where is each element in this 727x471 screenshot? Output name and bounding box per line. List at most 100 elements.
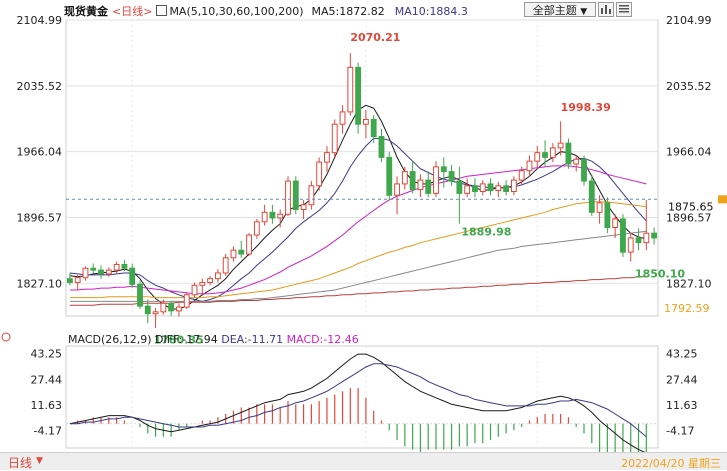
macd-y-tick-right: 43.25 [666,348,698,361]
candle-up [152,311,159,315]
candle-up [401,171,408,185]
candle-down [425,179,432,194]
dea-value: DEA:-11.71 [221,333,284,346]
period-tab-arrow-icon[interactable]: ▼ [36,456,43,466]
candle-up [518,170,525,181]
candle-down [137,283,143,307]
candle-up [573,158,580,165]
candle-up [246,234,252,255]
candle-up [277,213,284,219]
candle-up [230,249,237,259]
candle-up [394,183,400,196]
candle-up [176,306,182,312]
y-tick-label-left: 1827.10 [17,277,63,290]
y-tick-label-left: 1966.04 [17,146,63,159]
candle-up [316,161,323,187]
macd-y-tick-right: 11.63 [666,399,698,412]
candle-up [105,269,112,275]
candle-down [292,180,299,210]
candle-up [74,277,81,283]
candle-down [542,152,548,158]
period-selector[interactable]: <日线> [112,5,153,18]
period-tab[interactable]: 日线 [8,456,33,470]
candle-up [362,118,369,125]
chart-header: 现货黄金 <日线> MA(5,10,30,60,100,200) MA5:1872.8… [64,3,472,19]
price-annotation: 1889.98 [461,226,511,239]
ma-line-ma5 [69,104,647,310]
candle-up [534,152,541,162]
candle-down [440,166,447,173]
macd-line-diff [69,353,647,454]
candle-down [378,136,385,158]
bar-chart-icon-svg [601,5,611,14]
macd-y-tick-left: -4.17 [34,424,62,437]
candle-down [604,202,611,228]
candle-up [331,123,338,154]
y-tick-label-left: 2035.52 [17,80,63,93]
ma-params-icon[interactable] [156,5,168,16]
candle-up [285,180,291,215]
candle-up [495,185,502,192]
candle-down [487,183,494,192]
candle-up [596,202,603,213]
candle-down [472,185,478,192]
list-icon[interactable] [616,2,632,17]
y-tick-label-right: 2035.52 [666,80,712,93]
list-icon-svg [619,5,629,13]
theme-dropdown[interactable]: 全部主题 ▼ [524,2,596,17]
candle-up [627,237,634,253]
candle-down [269,211,276,219]
candle-up [300,204,307,210]
triangle-down-icon: ▼ [580,7,588,17]
candle-down [620,218,626,253]
ma-line-ma30 [69,165,647,295]
candle-down [635,237,642,244]
main-plot-frame [65,19,659,317]
candle-up [191,284,198,296]
candle-down [98,269,104,275]
price-annotation: 1850.10 [635,268,685,281]
candle-up [417,179,424,191]
candle-up [222,257,229,274]
candle-up [526,160,533,172]
price-annotation: 1998.39 [561,101,611,114]
candle-down [503,185,510,192]
candle-up [339,111,346,125]
macd-y-tick-left: 27.44 [31,373,63,386]
macd-header: MACD(26,12,9) DIFF:-17.94 DEA:-11.71 MAC… [68,333,359,346]
candle-up [643,232,650,244]
candle-down [448,171,455,182]
macd-value: MACD:-12.46 [286,333,359,346]
candle-up [160,302,167,313]
candle-down [409,171,416,191]
current-price-marker [718,195,727,204]
candle-down [121,263,128,269]
candle-up [464,185,471,194]
macd-plot-frame [65,345,659,449]
ma5-value: MA5:1872.82 [311,5,385,18]
bar-chart-icon[interactable] [598,2,614,17]
candle-down [66,278,73,283]
y-tick-label-right: 2104.99 [666,14,712,27]
candle-up [214,272,221,280]
candle-up [308,185,315,206]
ma-params[interactable]: MA(5,10,30,60,100,200) [169,5,304,18]
y-tick-label-right: 1896.57 [666,211,712,224]
macd-line-dea [69,363,647,438]
theme-label: 全部主题 [532,4,577,17]
candle-down [90,267,97,271]
diff-value: DIFF:-17.94 [155,333,218,346]
candle-down [651,232,658,239]
candle-up [183,294,190,308]
y-tick-label-right: 1966.04 [666,146,712,159]
candle-up [253,221,260,236]
candle-down [386,156,393,196]
price-annotation: 1780.35 [154,334,204,347]
candle-down [238,249,245,255]
macd-label: MACD(26,12,9) [68,333,152,346]
candle-up [199,281,206,286]
candle-down [355,66,362,125]
candle-up [82,267,89,279]
lowest-visible-price-label: 1792.59 [664,302,710,315]
candle-down [588,180,595,213]
